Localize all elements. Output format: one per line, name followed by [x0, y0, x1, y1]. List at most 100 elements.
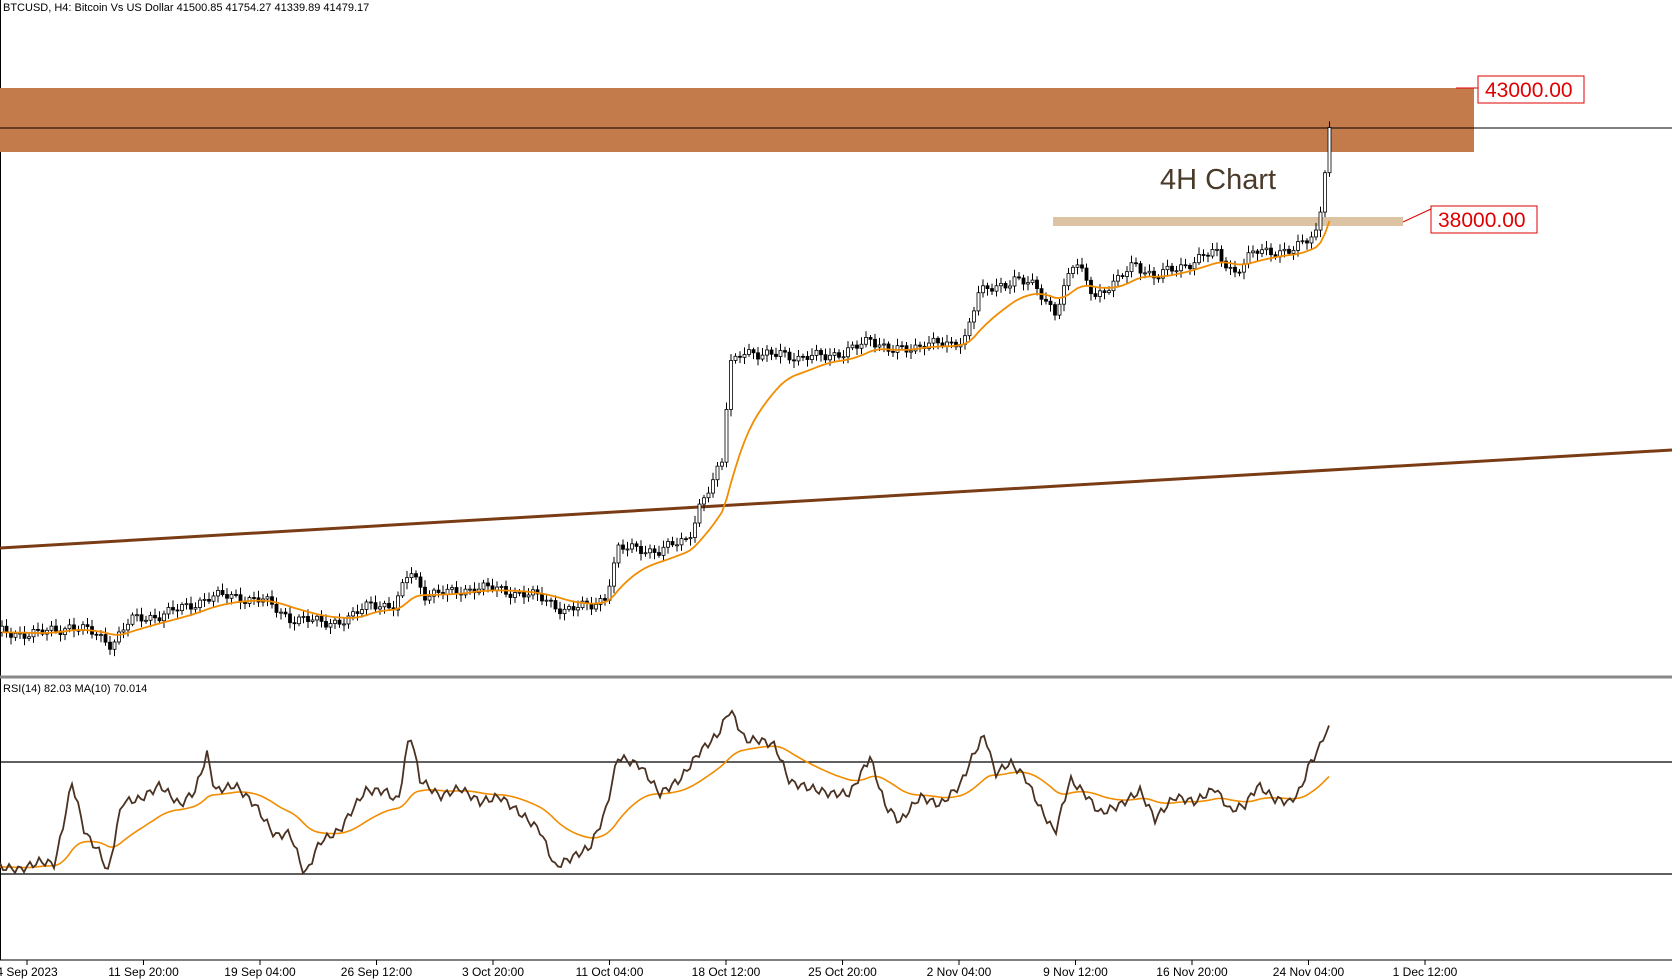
x-tick-label: 25 Oct 20:00 [808, 965, 877, 979]
candle-body [9, 632, 13, 638]
candle-body [621, 544, 625, 550]
candle-body [436, 589, 441, 593]
candle-body [558, 608, 562, 615]
candle-body [810, 354, 814, 360]
candle-body [985, 285, 990, 289]
symbol-header: BTCUSD, H4: Bitcoin Vs US Dollar 41500.8… [3, 2, 369, 14]
candle-body [1192, 262, 1197, 270]
candle-body [1053, 304, 1057, 316]
candle-body [279, 611, 283, 614]
candle-body [661, 546, 666, 556]
candle-body [855, 344, 859, 349]
candle-body [301, 616, 306, 618]
candle-body [220, 589, 225, 595]
candle-body [1309, 236, 1314, 244]
candle-body [1008, 285, 1012, 289]
candle-body [130, 614, 135, 625]
candle-body [670, 541, 675, 546]
candle-body [783, 350, 787, 353]
candle-body [684, 538, 688, 541]
candle-body [427, 595, 432, 601]
candle-body [162, 613, 166, 622]
candle-body [1206, 254, 1210, 257]
candle-body [94, 633, 99, 636]
rsi-header: RSI(14) 82.03 MA(10) 70.014 [3, 683, 147, 695]
candle-body [378, 606, 382, 610]
candle-body [1287, 248, 1291, 254]
candle-body [846, 347, 850, 358]
candle-body [121, 629, 126, 633]
upper-price-label: 43000.00 [1485, 79, 1573, 102]
candle-body [733, 355, 738, 361]
candle-body [976, 292, 981, 312]
candle-body [1084, 267, 1089, 281]
candle-body [1255, 250, 1260, 254]
candle-body [544, 599, 549, 602]
candle-body [1147, 270, 1152, 274]
candle-body [1017, 276, 1021, 279]
candle-body [202, 599, 207, 601]
candle-body [1048, 300, 1053, 306]
candle-body [553, 600, 558, 610]
x-tick-label: 19 Sep 04:00 [224, 965, 296, 979]
candle-body [526, 594, 531, 598]
candle-body [1228, 266, 1233, 269]
candle-body [738, 355, 742, 358]
candle-body [756, 352, 760, 360]
candle-body [1251, 250, 1255, 254]
candle-body [666, 541, 670, 548]
candle-body [936, 337, 940, 344]
candle-body [931, 337, 936, 344]
candle-body [864, 337, 868, 345]
candle-body [346, 615, 351, 625]
candle-body [1129, 262, 1134, 273]
candle-body [1305, 240, 1309, 244]
candle-body [1323, 172, 1327, 213]
x-tick-label: 11 Oct 04:00 [576, 965, 644, 979]
candle-body [171, 607, 175, 611]
candle-body [715, 465, 720, 481]
candle-body [1030, 279, 1035, 284]
candle-body [468, 588, 472, 591]
candle-body [747, 349, 751, 355]
candle-body [796, 355, 801, 362]
candle-body [1197, 254, 1201, 264]
candle-body [1300, 240, 1305, 243]
candle-body [1174, 270, 1179, 273]
candle-body [135, 614, 139, 617]
candle-body [1035, 279, 1039, 290]
candle-body [486, 582, 490, 587]
candle-body [1296, 241, 1300, 251]
candle-body [1138, 263, 1143, 274]
candle-body [342, 623, 346, 626]
candle-body [877, 344, 882, 348]
candle-body [1057, 303, 1062, 316]
candle-body [432, 589, 436, 597]
candle-body [549, 599, 553, 602]
candle-body [126, 623, 130, 631]
candle-body [360, 609, 364, 614]
candle-body [364, 601, 369, 610]
candle-body [828, 354, 832, 361]
candle-body [1210, 249, 1215, 257]
x-tick-label: 26 Sep 12:00 [341, 965, 413, 979]
candle-body [1062, 285, 1066, 305]
candle-body [373, 602, 378, 610]
candle-body [418, 576, 423, 588]
x-tick-label: 11 Sep 20:00 [108, 965, 179, 979]
lower-price-box [1430, 205, 1538, 234]
candle-body [823, 354, 828, 361]
candle-body [1125, 271, 1129, 277]
candle-body [972, 310, 976, 323]
candle-body [1026, 282, 1030, 285]
candle-body [508, 593, 513, 598]
candle-body [198, 599, 202, 608]
candle-body [981, 285, 985, 294]
candle-body [994, 285, 999, 292]
candle-body [103, 634, 108, 643]
candle-body [157, 617, 162, 622]
candle-body [0, 625, 4, 633]
candle-body [1120, 275, 1125, 277]
candle-body [369, 601, 373, 604]
candle-body [454, 587, 459, 595]
